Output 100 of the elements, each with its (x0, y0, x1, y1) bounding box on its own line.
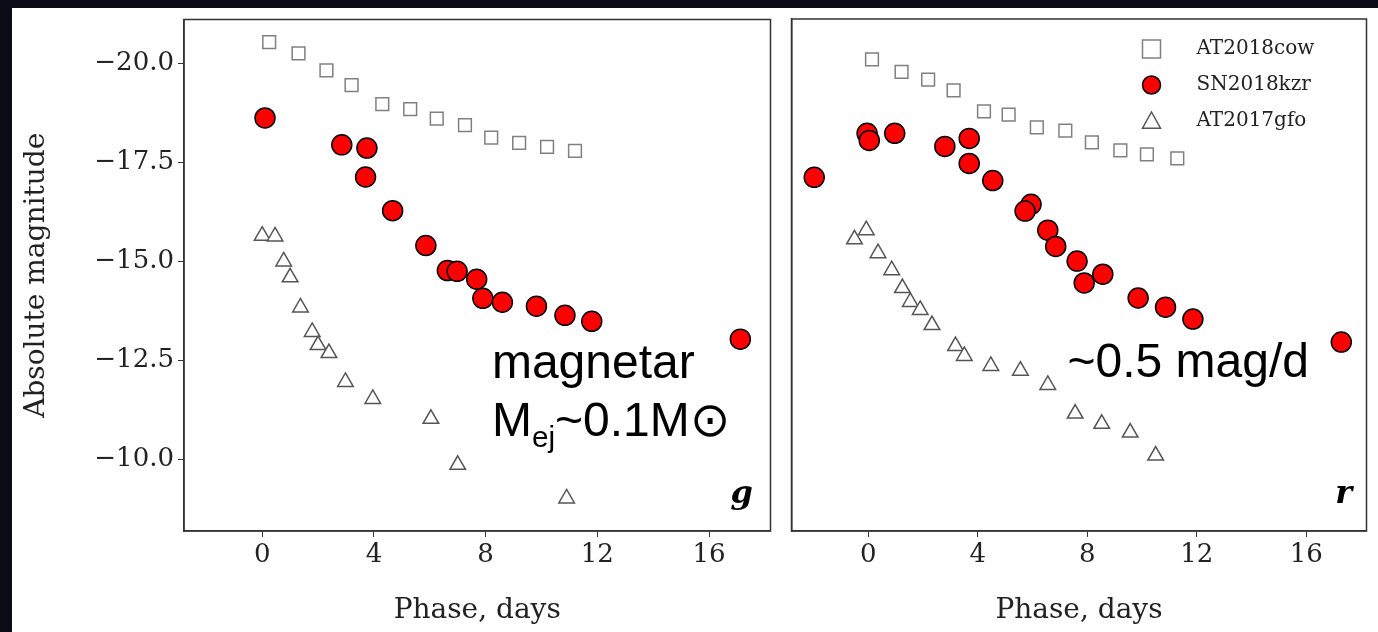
point (422, 409, 440, 425)
x-tick-label: 4 (969, 538, 986, 569)
point (1154, 296, 1177, 318)
point (1073, 272, 1095, 294)
x-tick-label: 8 (477, 538, 494, 569)
point (539, 139, 555, 154)
point (1093, 414, 1111, 430)
point (934, 135, 956, 158)
annotation: g (730, 472, 753, 511)
point (858, 129, 881, 152)
point (554, 304, 576, 327)
point (364, 389, 382, 405)
point (525, 295, 548, 317)
legend-label: SN2018kzr (1196, 71, 1312, 96)
x-tick-label: 16 (1289, 538, 1323, 569)
point (403, 102, 418, 117)
point (893, 278, 911, 294)
point (336, 372, 354, 388)
point (449, 455, 467, 471)
point (1121, 422, 1139, 438)
point (319, 63, 334, 78)
point (1058, 123, 1073, 138)
point (1092, 263, 1114, 285)
point (946, 336, 965, 352)
annotation: r (1335, 472, 1355, 511)
y-tick-label: −12.5 (94, 343, 174, 374)
point (331, 134, 353, 156)
point (911, 300, 929, 316)
point (558, 488, 576, 504)
point (356, 137, 378, 159)
point (1066, 403, 1084, 419)
point (845, 229, 864, 245)
point (512, 135, 527, 151)
y-tick-label: −15.0 (94, 244, 174, 275)
point (901, 292, 919, 308)
x-tick-label: 8 (1078, 538, 1096, 569)
point (253, 225, 271, 241)
point (344, 77, 359, 93)
legend-label: AT2017gfo (1195, 107, 1307, 132)
point (869, 243, 887, 259)
point (729, 328, 752, 350)
point (446, 260, 468, 283)
legend-label: AT2018cow (1195, 35, 1315, 60)
point (354, 166, 377, 188)
y-tick-label: −17.5 (94, 145, 174, 176)
x-tick-label: 4 (365, 538, 383, 569)
point (429, 111, 444, 126)
x-tick-label: 16 (692, 538, 726, 569)
x-tick-label: 0 (253, 538, 271, 569)
point (894, 64, 909, 79)
point (1066, 250, 1088, 272)
point (491, 291, 514, 314)
point (465, 268, 488, 291)
point (921, 72, 936, 87)
point (1127, 287, 1149, 309)
point (484, 130, 499, 145)
point (281, 267, 299, 283)
point (291, 46, 306, 61)
annotation: magnetar (491, 334, 695, 388)
point (1139, 147, 1155, 162)
point (982, 356, 1000, 372)
point (883, 122, 906, 145)
point (457, 117, 473, 133)
point (923, 315, 941, 331)
point (1330, 331, 1353, 353)
point (266, 226, 284, 242)
point (275, 251, 293, 267)
point (958, 152, 980, 175)
y-tick-label: −10.0 (94, 442, 174, 473)
point (1170, 151, 1185, 166)
x-axis-title: Phase, days (995, 592, 1163, 626)
point (1001, 107, 1016, 122)
point (381, 199, 404, 222)
point (291, 297, 310, 313)
point (567, 143, 583, 158)
x-tick-label: 12 (1180, 538, 1214, 569)
point (1147, 445, 1165, 461)
point (1113, 143, 1128, 158)
x-tick-label: 12 (580, 538, 614, 569)
point (976, 104, 992, 119)
point (1084, 135, 1099, 150)
x-axis-title: Phase, days (393, 592, 561, 626)
annotation: ~0.5 mag/d (1067, 334, 1309, 388)
x-tick-label: 0 (859, 538, 877, 569)
point (472, 287, 494, 310)
point (1014, 200, 1036, 222)
point (415, 234, 437, 257)
point (262, 35, 277, 50)
point (864, 52, 880, 67)
point (982, 169, 1004, 192)
point (303, 322, 321, 338)
point (958, 127, 980, 150)
point (1044, 235, 1067, 258)
point (946, 83, 961, 98)
point (1011, 360, 1029, 376)
point (883, 260, 901, 276)
point (1037, 219, 1059, 241)
point (1182, 308, 1204, 330)
point (375, 96, 390, 112)
point (857, 220, 875, 236)
